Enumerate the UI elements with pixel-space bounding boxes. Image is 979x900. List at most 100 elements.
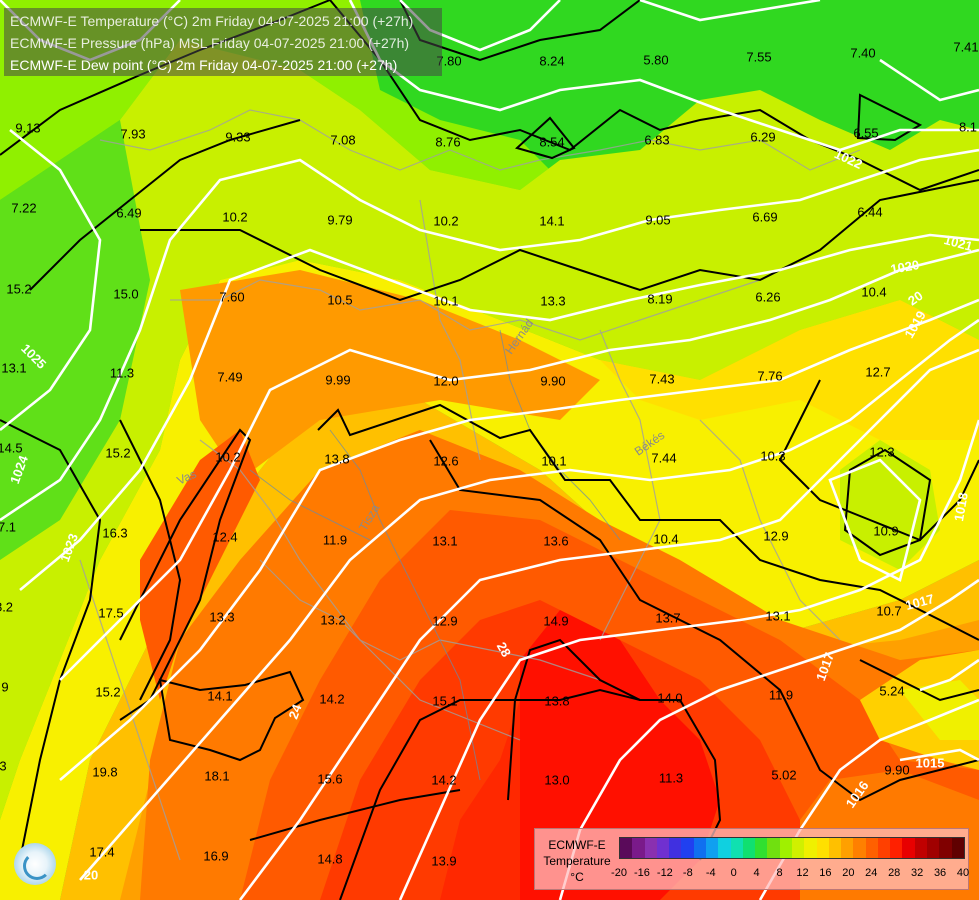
header-pressure: ECMWF-E Pressure (hPa) MSL Friday 04-07-…	[10, 35, 410, 51]
legend-swatch	[828, 838, 842, 858]
legend-swatch	[718, 838, 731, 858]
dewpoint-value: 10.2	[215, 449, 240, 464]
legend-swatch	[877, 838, 891, 858]
dewpoint-value: 13.3	[540, 293, 565, 308]
dewpoint-value: 16.9	[203, 848, 228, 863]
temp-band-yellowgreen-w	[0, 40, 979, 820]
ecmwf-logo-icon	[14, 843, 56, 885]
dewpoint-value: 9.33	[225, 129, 250, 144]
dewpoint-value: 14.9	[543, 613, 568, 628]
dewpoint-value: 9.79	[327, 212, 352, 227]
dewpoint-value: 10.4	[861, 284, 886, 299]
legend-swatch	[791, 838, 805, 858]
legend-tick: -8	[682, 867, 693, 879]
legend-swatch	[755, 838, 768, 858]
dewpoint-value: 9.13	[15, 120, 40, 135]
dewpoint-value: 18.1	[204, 768, 229, 783]
dewpoint-value: 10.1	[433, 293, 458, 308]
dewpoint-value: 13.1	[432, 533, 457, 548]
dewpoint-value: 15.1	[432, 693, 457, 708]
dewpoint-value: 14.1	[207, 688, 232, 703]
legend-tick: 0	[730, 867, 737, 879]
legend-tick: -16	[633, 867, 650, 879]
dewpoint-value: 6.26	[755, 289, 780, 304]
dewpoint-value: 6.55	[853, 125, 878, 140]
legend-tick: 8	[776, 867, 783, 879]
dewpoint-value: 12.0	[433, 373, 458, 388]
legend-tick: -20	[611, 867, 627, 879]
dewpoint-value: 13.8	[324, 451, 349, 466]
isobar-label: 1017	[904, 591, 936, 613]
dewpoint-value: 13.9	[431, 853, 456, 868]
legend-swatch	[865, 838, 878, 858]
dewpoint-value: 13.2	[320, 612, 345, 627]
temp-band-red-core	[510, 610, 720, 900]
dewpoint-value: 7.80	[436, 53, 461, 68]
dewpoint-value: 8.54	[539, 134, 564, 149]
legend-tick: 28	[888, 867, 901, 879]
legend-swatch	[927, 838, 940, 858]
dewpoint-value-labels: 9.13 7.93 9.33 7.08 8.76 8.54 6.83 6.29 6.55 8.1 7…	[0, 39, 979, 868]
dewpoint-value: 8.1	[959, 119, 977, 134]
legend-swatch	[890, 838, 903, 858]
temperature-legend: ECMWF-E Temperature °C -20 -16 -12 -8 -4 0 4 8 1…	[534, 828, 969, 890]
dewpoint-value: 13.3	[209, 609, 234, 624]
dewpoint-value: 8.76	[435, 134, 460, 149]
isotherm-label: 20	[905, 288, 925, 309]
legend-tick: 40	[956, 867, 970, 879]
legend-tick: 32	[911, 867, 924, 879]
temp-band-red-west	[140, 430, 260, 700]
legend-swatch	[767, 838, 780, 858]
dewpoint-value: 7.43	[649, 371, 674, 386]
dewpoint-value: 12.9	[432, 613, 457, 628]
dewpoint-value: 10.9	[873, 523, 898, 538]
dewpoint-value: 19.8	[92, 764, 117, 779]
dewpoint-value: 9.90	[540, 373, 565, 388]
dewpoint-value: 13.0	[544, 772, 569, 787]
legend-swatch	[914, 838, 928, 858]
dewpoint-value: 16.3	[102, 525, 127, 540]
dewpoint-value: 10.3	[760, 448, 785, 463]
dewpoint-value: 11.9	[323, 532, 347, 547]
temp-band-yellow-ne	[600, 300, 979, 440]
legend-tick-labels: -20 -16 -12 -8 -4 0 4 8 12 16 20 24 28 32 36 40	[611, 867, 969, 881]
dewpoint-value: 5.24	[879, 683, 904, 698]
legend-tick: -4	[705, 867, 716, 879]
dewpoint-value: 14.5	[0, 440, 23, 455]
dewpoint-value: 7.60	[219, 289, 244, 304]
temp-band-red-core2	[440, 700, 520, 900]
dewpoint-value: 9.05	[645, 212, 670, 227]
temp-band-green-nw	[0, 120, 150, 560]
legend-swatch	[853, 838, 866, 858]
dewpoint-value: 13.6	[543, 533, 568, 548]
legend-title-variable: Temperature	[543, 854, 611, 868]
dewpoint-value: 11.3	[659, 770, 683, 785]
dewpoint-value: 7.1	[0, 519, 16, 534]
dewpoint-value: 14.0	[657, 690, 682, 705]
legend-swatch	[779, 838, 792, 858]
legend-tick: 20	[842, 867, 855, 879]
dewpoint-value: 12.9	[763, 528, 788, 543]
dewpoint-value: 7.22	[11, 200, 36, 215]
dewpoint-value: 11.9	[769, 687, 793, 702]
legend-swatch	[902, 838, 915, 858]
legend-unit: °C	[570, 870, 584, 884]
legend-swatch	[939, 838, 952, 858]
dewpoint-value: 10.2	[222, 209, 247, 224]
isotherm-label: 28	[494, 639, 514, 659]
legend-swatch	[804, 838, 817, 858]
dewpoint-value: 6.29	[750, 129, 775, 144]
dewpoint-value: 17.4	[89, 844, 114, 859]
legend-swatch	[816, 838, 829, 858]
temp-band-orange-w	[180, 270, 600, 480]
dewpoint-value: 10.2	[433, 213, 458, 228]
dewpoint-value: 15.2	[105, 445, 130, 460]
legend-tick: 36	[933, 867, 947, 879]
dewpoint-value: 8.2	[0, 599, 13, 614]
dewpoint-value: 7.55	[746, 49, 771, 64]
legend-title: ECMWF-E Temperature °C	[539, 837, 615, 885]
dewpoint-value: 3	[0, 758, 7, 773]
legend-title-model: ECMWF-E	[548, 838, 606, 852]
dewpoint-value: 5.80	[643, 52, 668, 67]
legend-tick: 24	[865, 867, 878, 879]
